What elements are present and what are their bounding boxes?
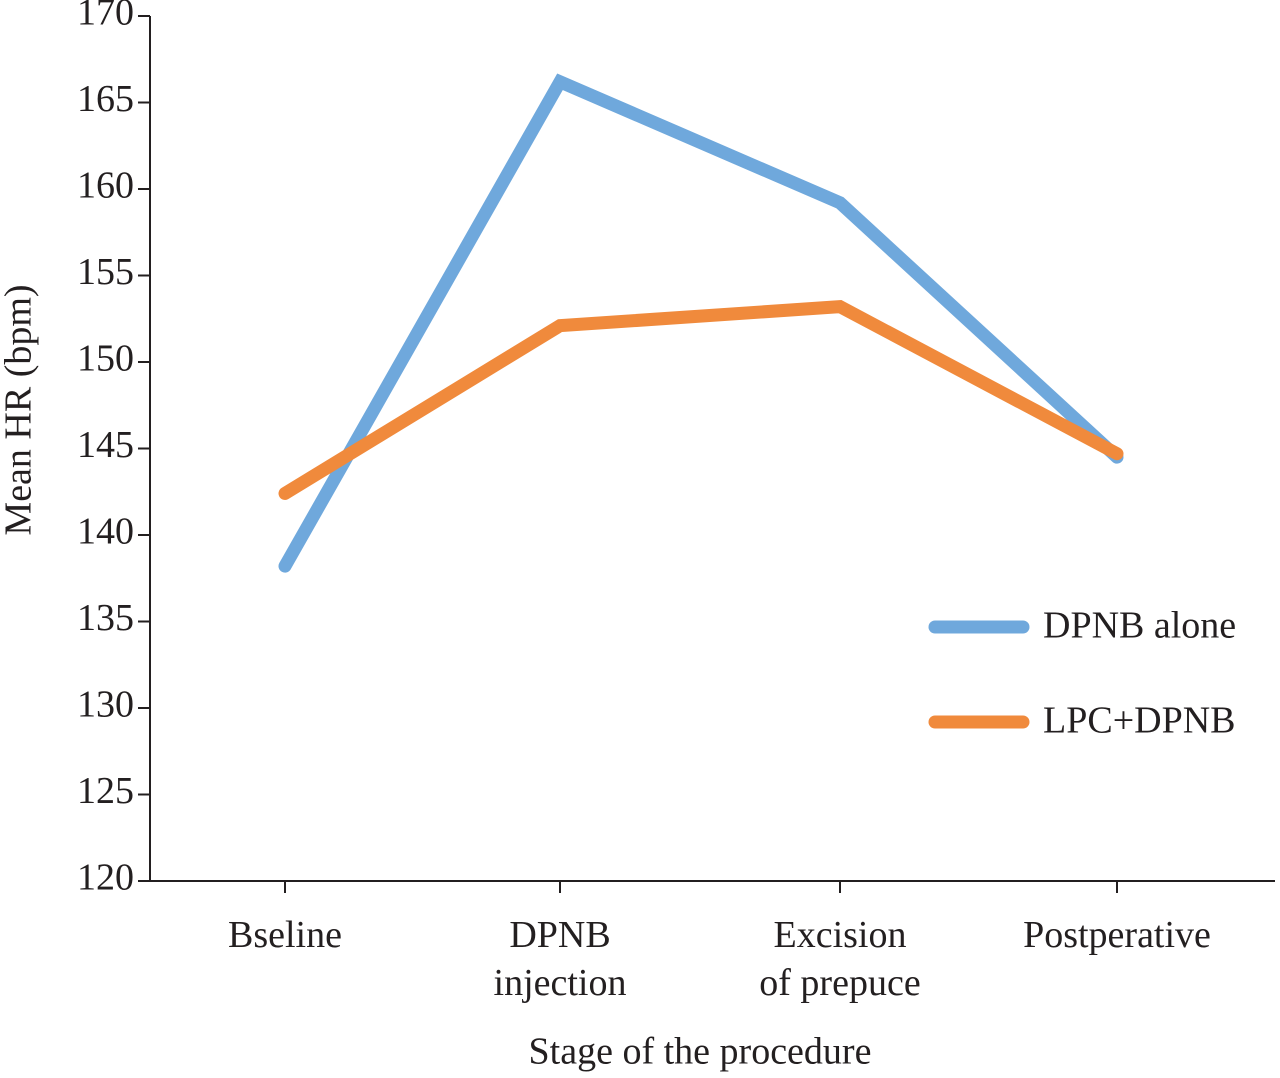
y-axis-title: Mean HR (bpm) [0, 284, 40, 535]
y-tick-label: 160 [77, 165, 134, 207]
y-tick-label: 140 [77, 511, 134, 553]
y-tick-label: 150 [77, 338, 134, 380]
line-series [278, 300, 1124, 500]
y-tick-label: 125 [77, 770, 134, 812]
x-tick-label: Bseline [228, 914, 342, 956]
x-tick-label: DPNB injection [493, 914, 627, 1004]
y-tick-label: 130 [77, 684, 134, 726]
x-tick-label: Postperative [1023, 914, 1211, 956]
y-tick-label: 165 [77, 78, 134, 120]
x-tick-label: Excision of prepuce [759, 914, 921, 1004]
line-series [278, 73, 1124, 573]
legend-label: DPNB alone [1043, 605, 1236, 647]
y-tick-label: 135 [77, 597, 134, 639]
y-tick-label: 155 [77, 251, 134, 293]
y-tick-label: 170 [77, 0, 134, 34]
y-tick-label: 120 [77, 857, 134, 899]
y-tick-label: 145 [77, 424, 134, 466]
x-axis-title: Stage of the procedure [529, 1031, 872, 1073]
legend-label: LPC+DPNB [1043, 700, 1236, 742]
